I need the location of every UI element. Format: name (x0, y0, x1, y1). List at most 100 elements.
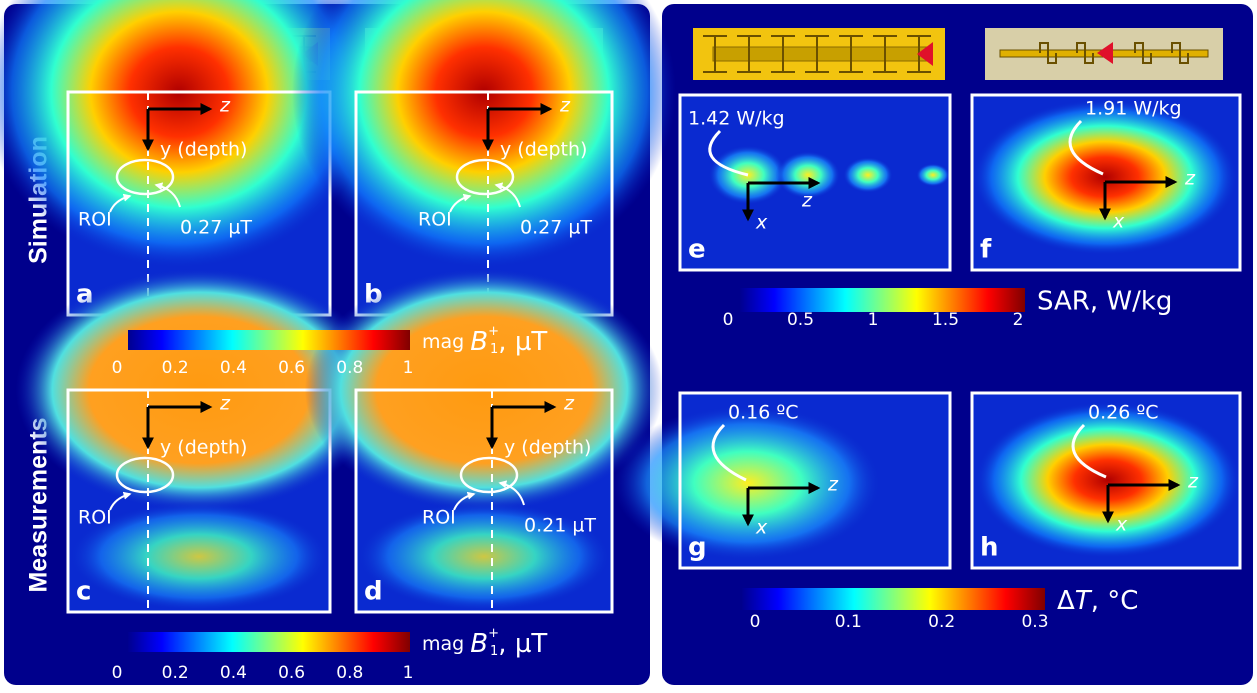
value-arrow (708, 129, 749, 177)
colorbar-label: SAR, W/kg (1037, 287, 1172, 317)
axis-label: z (559, 95, 571, 117)
panel: e z x 1.42 W/kg (678, 93, 952, 272)
peak-value: 1.91 W/kg (1085, 98, 1182, 120)
panel: c z y (depth) ROI (15, 267, 383, 614)
panel: d z y (depth) ROI 0.21 µT (304, 267, 664, 614)
axis-label: z (801, 190, 813, 212)
panel-letter: d (364, 577, 383, 607)
field-hotspot (292, 0, 676, 271)
meander (1039, 42, 1057, 64)
axis-label: z (563, 393, 575, 415)
peak-value: 0.16 ºC (728, 402, 799, 424)
colorbar-tick: 0 (112, 358, 123, 378)
depth-label: y (depth) (160, 437, 247, 459)
colorbar-label: ΔT, °C (1057, 586, 1138, 616)
label-sub: 1 (490, 644, 498, 659)
peak-value: 0.26 ºC (1088, 402, 1159, 424)
roi-arrow (449, 193, 472, 213)
panel-letter: g (688, 533, 707, 563)
roi-label: ROI (78, 507, 112, 529)
label-prefix: mag (422, 633, 470, 655)
axis-label: x (755, 212, 768, 234)
panel-letter: f (980, 235, 992, 265)
axis-label: z (827, 474, 839, 496)
field-hotspot (0, 0, 376, 271)
meander (1076, 42, 1094, 64)
roi-arrow (109, 491, 132, 511)
panel-frame (354, 388, 614, 614)
panel-letter: e (688, 235, 706, 265)
label-symbol: B (470, 629, 488, 659)
colorbar-tick: 1 (868, 310, 879, 330)
value-arrow (711, 423, 747, 482)
coil-rung (805, 35, 829, 73)
roi-label: ROI (418, 209, 452, 231)
roi (115, 456, 175, 494)
axis-label: z (219, 95, 231, 117)
colorbar-tick: 0.2 (162, 663, 189, 683)
roi-label: ROI (422, 507, 456, 529)
colorbar (128, 632, 410, 652)
coil-rung (737, 35, 761, 73)
axis-label: x (755, 517, 768, 539)
colorbar-tick: 0.4 (220, 663, 247, 683)
roi-value: 0.27 µT (180, 217, 252, 239)
panel-frame (970, 391, 1242, 570)
colorbar-tick: 0.2 (162, 358, 189, 378)
coil-rung (703, 35, 727, 73)
colorbar-tick: 0 (112, 663, 123, 683)
colorbar-tick: 0 (723, 310, 734, 330)
sar-spot (916, 163, 950, 187)
coil-rung (771, 35, 795, 73)
feed (917, 42, 933, 66)
value-arrow (1068, 119, 1104, 176)
colorbar-tick: 0.3 (1021, 612, 1048, 632)
colorbar-tick: 0.2 (928, 612, 955, 632)
panel: g z x 0.16 ºC (613, 391, 952, 570)
colorbar-tick: 0.6 (278, 358, 305, 378)
label-unit: , µT (498, 327, 547, 357)
colorbar-tick: 0.8 (336, 358, 363, 378)
label-sub: 1 (490, 342, 498, 357)
sar-spot (843, 157, 893, 193)
panel-frame (66, 388, 332, 614)
sar-spot (775, 151, 841, 199)
label-sup: + (488, 324, 499, 339)
colorbar (740, 288, 1025, 312)
coil-bar (712, 46, 929, 62)
meander (1134, 42, 1152, 64)
field-noise (68, 501, 330, 612)
panel: f z x 1.91 W/kg (970, 93, 1242, 272)
depth-label: y (depth) (500, 139, 587, 161)
panel-frame (678, 391, 952, 570)
label-unit: , µT (498, 629, 547, 659)
label-sup: + (488, 626, 499, 641)
value-arrow (1071, 423, 1107, 479)
colorbar-tick: 0 (750, 612, 761, 632)
roi-value: 0.21 µT (524, 515, 596, 537)
colorbar-tick: 0.6 (278, 663, 305, 683)
depth-label: y (depth) (160, 139, 247, 161)
axis-label: x (1112, 211, 1125, 233)
value-arrow (498, 480, 525, 506)
panel-letter: h (980, 533, 999, 563)
roi-label: ROI (78, 209, 112, 231)
meander (1171, 42, 1189, 64)
label-prefix: Δ (1057, 586, 1075, 616)
value-arrow (154, 182, 181, 208)
axis-label: z (219, 393, 231, 415)
label-symbol: B (470, 327, 488, 357)
axis-label: z (1187, 471, 1199, 493)
colorbar-tick: 1 (403, 358, 414, 378)
feed (1097, 42, 1113, 64)
field-noise (356, 501, 612, 612)
roi (115, 158, 175, 196)
panel: h z x 0.26 ºC (970, 391, 1242, 570)
value-arrow (494, 182, 521, 208)
colorbar-tick: 0.4 (220, 358, 247, 378)
panel-frame (970, 93, 1242, 272)
axis-label: x (1115, 514, 1128, 536)
roi-value: 0.27 µT (520, 217, 592, 239)
depth-label: y (depth) (504, 437, 591, 459)
